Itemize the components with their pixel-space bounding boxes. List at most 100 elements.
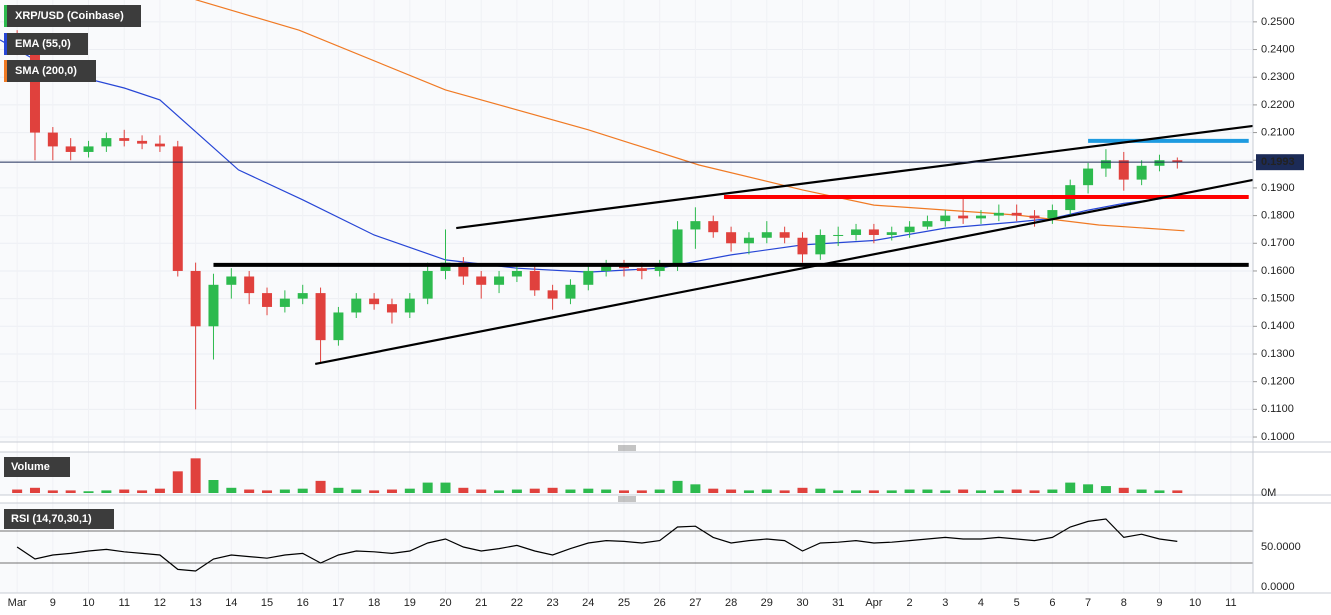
rsi-line: [16, 518, 1178, 572]
x-tick-label: 31: [832, 597, 844, 609]
volume-bar: [672, 480, 683, 493]
candle-body: [565, 284, 576, 299]
candle-body: [137, 140, 148, 144]
volume-bar: [440, 482, 451, 493]
volume-bar: [547, 487, 558, 493]
volume-bar: [743, 490, 754, 493]
candle-body: [1083, 168, 1094, 186]
volume-bar: [65, 490, 76, 493]
volume-bar: [904, 489, 915, 493]
x-tick-label: 19: [404, 597, 416, 609]
volume-bar: [494, 490, 505, 493]
volume-bar: [1154, 490, 1165, 493]
volume-bar: [797, 487, 808, 493]
volume-bar: [1011, 489, 1022, 493]
x-tick-label: 17: [332, 597, 344, 609]
candle-body: [636, 268, 647, 271]
volume-bar: [690, 484, 701, 493]
candle-body: [743, 237, 754, 244]
volume-bar: [404, 488, 415, 493]
candle-body: [1029, 215, 1040, 219]
volume-bar: [476, 489, 487, 493]
volume-bar: [636, 490, 647, 493]
last-price-label: 0.1993: [1261, 156, 1295, 168]
candle-body: [868, 229, 879, 235]
y-tick-label: 0.2200: [1261, 99, 1295, 111]
x-tick-label: 2: [907, 597, 913, 609]
candle-body: [315, 293, 326, 341]
volume-bar: [154, 488, 165, 493]
volume-bar: [297, 488, 308, 493]
y-tick-label: 0M: [1261, 487, 1276, 499]
volume-bar: [583, 488, 594, 493]
ema-label: EMA (55,0): [15, 38, 71, 50]
y-tick-label: 0.2500: [1261, 16, 1295, 28]
candle-body: [29, 49, 40, 133]
y-tick-label: 0.1600: [1261, 265, 1295, 277]
candle-body: [422, 270, 433, 299]
x-tick-label: 14: [225, 597, 237, 609]
sma-label: SMA (200,0): [15, 65, 77, 77]
pane-handle[interactable]: [618, 445, 636, 502]
volume-bar: [815, 488, 826, 493]
symbol-label: XRP/USD (Coinbase): [15, 10, 124, 22]
candle-body: [547, 290, 558, 299]
candle-body: [975, 215, 986, 219]
candle-body: [172, 146, 183, 271]
candle-body: [601, 265, 612, 271]
x-tick-label: Apr: [865, 597, 882, 609]
candle-body: [458, 262, 469, 277]
volume-bar: [833, 490, 844, 493]
price-plot: [0, 0, 1253, 410]
candle-body: [262, 293, 273, 307]
x-tick-label: 5: [1014, 597, 1020, 609]
volume-bar: [565, 489, 576, 493]
volume-bar: [1172, 490, 1183, 493]
candle-body: [815, 234, 826, 255]
x-tick-label: 21: [475, 597, 487, 609]
drawn-line: [456, 124, 1253, 230]
volume-bar: [333, 487, 344, 493]
x-tick-label: 3: [942, 597, 948, 609]
x-tick-label: 29: [761, 597, 773, 609]
x-tick-label: 25: [618, 597, 630, 609]
candle-body: [1154, 160, 1165, 166]
symbol-box: [4, 5, 141, 27]
symbol-marker: [4, 5, 7, 27]
y-tick-label: 0.2300: [1261, 71, 1295, 83]
volume-bar: [868, 490, 879, 493]
candle-body: [83, 146, 94, 152]
candle-body: [279, 298, 290, 307]
y-tick-label: 50.0000: [1261, 541, 1301, 553]
candle-body: [333, 312, 344, 341]
x-tick-label: 15: [261, 597, 273, 609]
x-tick-label: 9: [1156, 597, 1162, 609]
volume-bar: [458, 487, 469, 493]
candle-body: [244, 276, 255, 294]
x-tick-label: 27: [689, 597, 701, 609]
x-tick-label: 30: [796, 597, 808, 609]
candle-body: [1118, 160, 1129, 180]
volume-bar: [1047, 489, 1058, 493]
y-tick-label: 0.1100: [1261, 403, 1294, 415]
x-tick-label: 20: [439, 597, 451, 609]
x-tick-label: Mar: [8, 597, 27, 609]
x-tick-label: 22: [511, 597, 523, 609]
candle-body: [1172, 160, 1183, 163]
volume-pane: [0, 452, 1253, 495]
candle-body: [190, 270, 201, 327]
candle-body: [779, 232, 790, 238]
drawn-line: [315, 178, 1253, 366]
y-tick-label: 0.1200: [1261, 376, 1295, 388]
x-tick-label: 24: [582, 597, 594, 609]
grid: [0, 0, 1253, 593]
volume-bar: [47, 490, 58, 493]
y-tick-label: 0.1500: [1261, 293, 1295, 305]
volume-bar: [851, 490, 862, 493]
volume-bar: [83, 491, 94, 493]
y-tick-label: 0.2400: [1261, 43, 1295, 55]
candle-body: [1100, 160, 1111, 169]
candle-body: [958, 215, 969, 219]
sma-box: [4, 60, 96, 82]
candle-body: [119, 138, 130, 141]
